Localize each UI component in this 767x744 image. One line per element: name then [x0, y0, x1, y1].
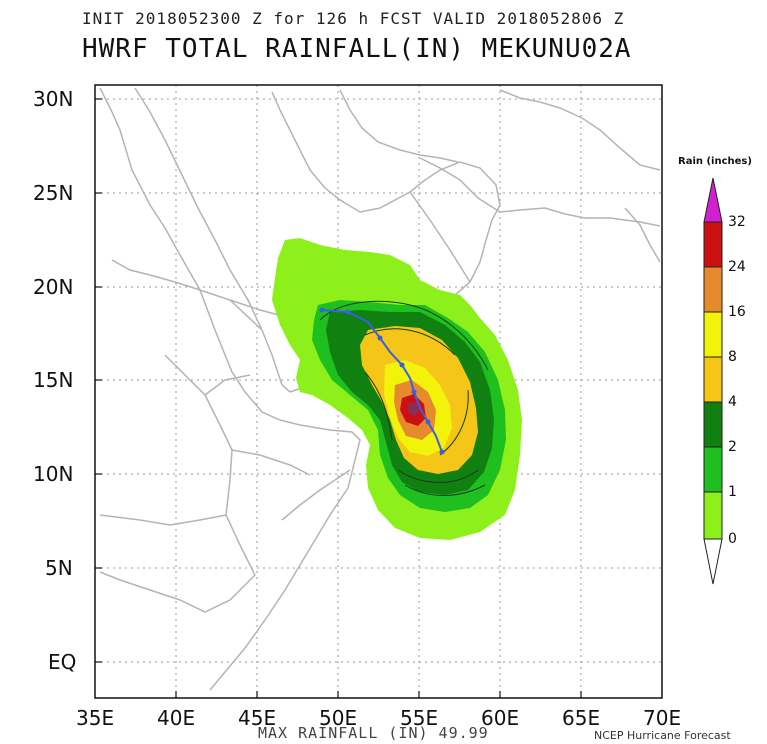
- lat-label-15n: 15N: [33, 368, 74, 392]
- chart-title: HWRF TOTAL RAINFALL(IN) MEKUNU02A: [82, 34, 632, 64]
- legend-colorbar: [703, 177, 723, 585]
- lon-label-55e: 55E: [400, 706, 439, 730]
- legend-level-24: 24: [728, 259, 746, 275]
- legend-swatch-24-32: [703, 221, 723, 268]
- max-rainfall-note: MAX RAINFALL (IN) 49.99: [258, 724, 489, 742]
- rain-zone-over-32: [408, 402, 420, 416]
- lat-label-20n: 20N: [33, 275, 74, 299]
- credit-text: NCEP Hurricane Forecast: [594, 729, 731, 742]
- lat-label-eq: EQ: [48, 650, 77, 674]
- axis-ticks: [95, 98, 582, 698]
- legend-level-32: 32: [728, 214, 746, 230]
- map-frame: [94, 84, 663, 699]
- rainfall-swath: [272, 238, 522, 540]
- legend-under-arrow: [703, 538, 723, 585]
- legend-swatch-0-1: [703, 491, 723, 540]
- legend-level-16: 16: [728, 304, 746, 320]
- legend-swatch-8-16: [703, 311, 723, 358]
- lon-label-50e: 50E: [319, 706, 358, 730]
- legend-swatch-2-4: [703, 401, 723, 448]
- storm-track-points: [319, 307, 445, 455]
- lat-label-10n: 10N: [33, 462, 74, 486]
- legend-level-2: 2: [728, 439, 737, 455]
- lat-label-5n: 5N: [45, 556, 73, 580]
- lon-label-45e: 45E: [238, 706, 277, 730]
- legend-level-8: 8: [728, 349, 737, 365]
- lat-label-30n: 30N: [33, 87, 74, 111]
- legend-swatch-4-8: [703, 356, 723, 403]
- legend-swatch-1-2: [703, 446, 723, 493]
- legend-over-arrow: [703, 177, 723, 223]
- legend-swatch-16-24: [703, 266, 723, 313]
- lat-label-25n: 25N: [33, 181, 74, 205]
- coastlines: [99, 87, 661, 691]
- legend-title: Rain (inches): [678, 156, 752, 167]
- init-valid-line: INIT 2018052300 Z for 126 h FCST VALID 2…: [82, 9, 625, 28]
- lon-label-65e: 65E: [562, 706, 601, 730]
- storm-track: [321, 309, 443, 453]
- legend-level-0: 0: [728, 531, 737, 547]
- lon-label-40e: 40E: [157, 706, 196, 730]
- lon-label-70e: 70E: [643, 706, 682, 730]
- lon-label-60e: 60E: [481, 706, 520, 730]
- legend-level-4: 4: [728, 394, 737, 410]
- lon-label-35e: 35E: [76, 706, 115, 730]
- legend-level-1: 1: [728, 484, 737, 500]
